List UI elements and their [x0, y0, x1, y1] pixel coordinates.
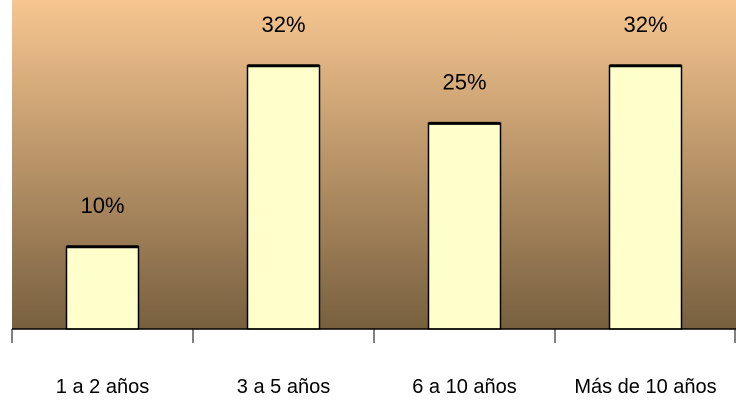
bar-2	[246, 65, 321, 330]
x-tick-label-2: 3 a 5 años	[237, 376, 330, 398]
bar-4	[608, 65, 683, 330]
x-tick-label-3: 6 a 10 años	[412, 376, 517, 398]
bar-3	[427, 122, 502, 330]
x-tick-label-1: 1 a 2 años	[56, 376, 149, 398]
data-label-1: 10%	[80, 193, 124, 218]
x-tick-label-4: Más de 10 años	[574, 376, 716, 398]
data-label-2: 32%	[261, 12, 305, 37]
data-label-3: 25%	[442, 69, 486, 94]
bar-1	[65, 246, 140, 330]
data-label-4: 32%	[623, 12, 667, 37]
